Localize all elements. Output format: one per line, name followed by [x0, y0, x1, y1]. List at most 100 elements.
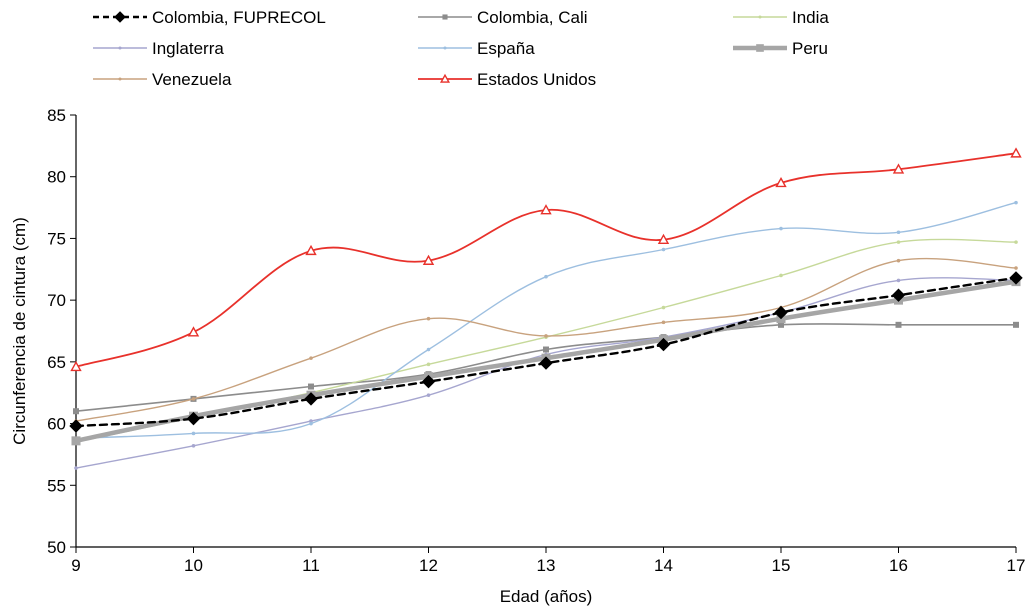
y-tick-label: 65 [47, 353, 66, 372]
data-point [426, 362, 431, 367]
data-point [892, 163, 905, 174]
legend-swatch-marker [118, 46, 122, 50]
data-point [70, 360, 82, 372]
data-point [657, 233, 670, 244]
data-point [422, 254, 435, 265]
y-tick-label: 60 [47, 415, 66, 434]
data-point [544, 274, 548, 279]
data-point [896, 278, 901, 283]
data-point [187, 326, 200, 337]
y-axis-ticks: 50 55 60 65 70 75 80 85 [47, 106, 76, 557]
x-axis-ticks: 9 10 11 12 13 14 15 16 17 [71, 547, 1025, 575]
legend-item-inglaterra: Inglaterra [93, 39, 224, 58]
data-point [71, 436, 81, 446]
legend-label: India [792, 8, 829, 27]
data-point [774, 305, 788, 320]
data-point [309, 421, 313, 426]
data-point [1010, 147, 1022, 158]
data-point [308, 383, 314, 390]
legend-swatch-marker [118, 77, 122, 81]
legend-swatch-marker [758, 15, 762, 19]
data-point [543, 346, 549, 353]
data-point [779, 273, 783, 278]
legend-item-colombia-cali: Colombia, Cali [418, 8, 588, 27]
series-inglaterra [74, 277, 1018, 470]
y-tick-label: 75 [47, 229, 66, 248]
data-point [73, 408, 79, 415]
y-tick-label: 50 [47, 538, 66, 557]
data-point [426, 316, 431, 321]
y-tick-label: 85 [47, 106, 66, 125]
data-point [661, 305, 666, 310]
data-point [896, 230, 901, 235]
plot-area: 50 55 60 65 70 75 80 85 9 10 11 12 13 14 15 16 17 [47, 106, 1025, 575]
x-tick-label: 10 [184, 556, 203, 575]
x-tick-label: 11 [302, 556, 320, 575]
series-group [69, 147, 1023, 470]
data-point [426, 347, 431, 352]
data-point [895, 321, 902, 328]
y-axis-title: Circunferencia de cintura (cm) [10, 217, 29, 445]
series-venezuela [74, 257, 1018, 423]
data-point [544, 334, 548, 338]
data-point [309, 419, 313, 423]
data-point [891, 288, 906, 302]
data-point [191, 397, 196, 401]
data-point [540, 204, 552, 215]
data-point [186, 411, 201, 426]
data-point [778, 321, 784, 328]
data-point [191, 443, 196, 448]
data-point [896, 258, 901, 263]
series-colombia-fuprecol [69, 271, 1023, 433]
legend: Colombia, FUPRECOL Colombia, Cali India Ing… [93, 8, 829, 89]
legend-label: Estados Unidos [477, 70, 596, 89]
y-tick-label: 70 [47, 291, 66, 310]
legend-swatch-marker [439, 73, 451, 83]
legend-label: Colombia, FUPRECOL [152, 8, 326, 27]
data-point [1009, 271, 1023, 285]
data-point [661, 247, 666, 252]
data-point [656, 337, 671, 352]
data-point [896, 240, 901, 244]
data-point [69, 419, 83, 433]
data-point [421, 374, 436, 389]
series-line [75, 277, 1017, 469]
data-point [191, 431, 196, 436]
series-españa [74, 200, 1018, 441]
data-point [539, 356, 553, 370]
data-point [1014, 266, 1018, 270]
legend-swatch-marker [443, 46, 447, 50]
series-line [75, 152, 1017, 368]
data-point [661, 320, 666, 325]
legend-swatch-marker [442, 14, 448, 20]
data-point [304, 392, 318, 406]
data-point [426, 393, 431, 397]
series-estados-unidos [70, 147, 1022, 372]
y-tick-label: 55 [47, 476, 66, 495]
x-tick-label: 12 [419, 556, 438, 575]
data-point [1013, 321, 1019, 328]
legend-item-españa: España [418, 39, 535, 58]
x-tick-label: 16 [889, 556, 908, 575]
data-point [775, 176, 787, 188]
legend-label: Inglaterra [152, 39, 224, 58]
x-axis-title: Edad (años) [500, 587, 593, 606]
legend-item-india: India [733, 8, 829, 27]
x-tick-label: 9 [71, 556, 80, 575]
data-point [1014, 200, 1018, 205]
legend-item-estados-unidos: Estados Unidos [418, 70, 596, 89]
data-point [74, 466, 78, 470]
data-point [1014, 240, 1018, 244]
legend-item-colombia-fuprecol: Colombia, FUPRECOL [93, 8, 326, 27]
legend-item-peru: Peru [733, 39, 828, 58]
y-tick-label: 80 [47, 168, 66, 187]
data-point [305, 244, 317, 256]
legend-swatch-marker [114, 11, 126, 23]
series-line [75, 201, 1017, 440]
legend-label: Colombia, Cali [477, 8, 588, 27]
x-tick-label: 17 [1007, 556, 1026, 575]
data-point [779, 226, 783, 231]
x-tick-label: 15 [772, 556, 791, 575]
legend-item-venezuela: Venezuela [93, 70, 232, 89]
